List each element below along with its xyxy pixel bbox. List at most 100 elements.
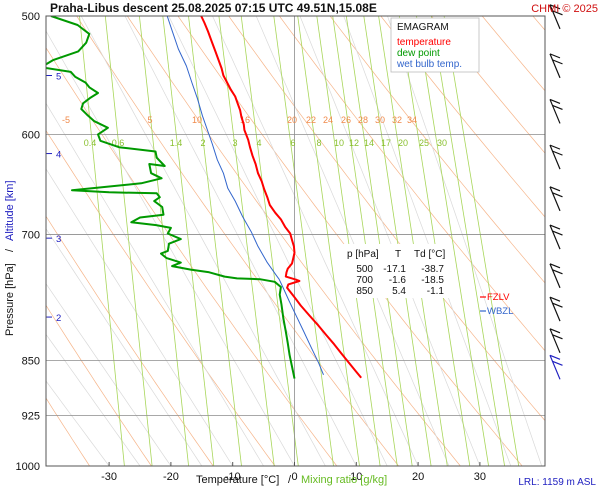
wind-barb [549, 98, 563, 124]
pressure-tick-label: 925 [22, 410, 40, 422]
fzlv-label: FZLV [487, 292, 510, 303]
table-cell: 700 [356, 275, 373, 286]
mixing-ratio-label: 17 [381, 138, 391, 148]
wind-barb-feather [552, 302, 563, 308]
wind-barb-feather [549, 296, 561, 302]
dry-adiabat [46, 397, 90, 466]
wind-barb-feather [552, 10, 563, 16]
dry-adiabat-label: 10 [192, 115, 202, 125]
wind-barb [549, 4, 563, 30]
dry-adiabat-label: 24 [323, 115, 333, 125]
x-tick-label: -30 [101, 471, 117, 483]
credit-label: CHMI © 2025 [531, 3, 598, 15]
wind-barbs [549, 4, 563, 380]
mixing-ratio-label: 0.6 [112, 138, 125, 148]
altitude-tick-label: 4 [56, 150, 61, 161]
x-tick-label: -20 [163, 471, 179, 483]
dry-adiabat [279, 16, 545, 352]
pressure-tick-label: 1000 [16, 461, 40, 473]
mixing-ratio-label: 0.4 [84, 138, 97, 148]
isoline-labels: -5 5 10 16 20 22 24 26 28 30 32 340.4 0.6 1.4 2 3 4 6 8 10 1… [62, 115, 447, 148]
wind-barb-staff [549, 224, 561, 250]
moist-adiabat [124, 16, 357, 466]
mixing-ratio-label: 12 [349, 138, 359, 148]
table-cell: 850 [356, 286, 373, 297]
mixing-ratio-line [218, 16, 275, 466]
table-bg [342, 244, 450, 298]
wind-barb-feather [552, 192, 563, 198]
wind-barb-feather [549, 224, 561, 230]
mixing-ratio-label: 1.4 [170, 138, 183, 148]
altitude-tick-label: 5 [56, 72, 61, 83]
dry-adiabat-label: 20 [287, 115, 297, 125]
mixing-ratio-line [332, 16, 398, 466]
wind-barb-feather [549, 186, 561, 192]
wind-barb-feather [552, 150, 563, 156]
moist-adiabat [387, 16, 543, 466]
y-axis-label-altitude: Altitude [km] [4, 180, 16, 241]
x-tick-label: 20 [412, 471, 424, 483]
moist-adiabat [46, 30, 295, 466]
mixing-ratio-line [297, 16, 360, 466]
wind-barb-feather [552, 104, 563, 111]
moist-adiabat [255, 16, 450, 466]
x-axis-label-separator: / [288, 474, 292, 486]
mixing-ratio-lines [79, 16, 520, 466]
wind-barb [549, 354, 563, 380]
pressure-tick-label: 500 [22, 11, 40, 23]
mixing-ratio-label: 2 [200, 138, 205, 148]
x-tick-label: -10 [225, 471, 241, 483]
dry-adiabat-lines [46, 16, 545, 466]
mixing-ratio-line [363, 16, 432, 466]
wind-barb [549, 224, 563, 250]
wind-barb-feather [549, 144, 561, 150]
wind-barb-staff [549, 186, 561, 212]
wind-barb [549, 263, 563, 289]
table-header-p: p [hPa] [347, 249, 379, 260]
pressure-tick-label: 850 [22, 355, 40, 367]
wind-barb [549, 53, 563, 79]
wind-barb-staff [549, 4, 561, 30]
dry-adiabat-label: 16 [240, 115, 250, 125]
mixing-ratio-label: 20 [398, 138, 408, 148]
wind-barb-staff [549, 296, 561, 322]
dry-adiabat-label: -5 [62, 115, 70, 125]
wind-barb-feather [549, 53, 561, 59]
chart-title: Praha-Libus descent 25.08.2025 07:15 UTC… [50, 1, 377, 15]
dry-adiabat [481, 16, 545, 92]
moist-adiabat [46, 380, 110, 466]
mixing-ratio-label: 10 [334, 138, 344, 148]
dry-adiabat-label: 32 [392, 115, 402, 125]
wind-barb-staff [549, 53, 561, 79]
moist-adiabat-lines [46, 16, 543, 466]
mixing-ratio-line [104, 16, 153, 466]
mixing-ratio-line [398, 16, 471, 466]
wbzl-label: WBZL [487, 306, 513, 317]
dry-adiabat-label: 28 [358, 115, 368, 125]
dry-adiabat-label: 26 [341, 115, 351, 125]
mixing-ratio-line [430, 16, 505, 466]
wind-barb-feather [549, 354, 561, 360]
mixing-ratio-label: 6 [290, 138, 295, 148]
wind-barb-staff [549, 355, 561, 380]
series-line-temperature [200, 16, 362, 379]
mixing-ratio-label: 4 [256, 138, 261, 148]
mixing-ratio-line [139, 16, 189, 466]
dry-adiabat [532, 16, 545, 31]
legend: EMAGRAM temperature dew point wet bulb t… [390, 17, 480, 73]
mixing-ratio-label: 3 [232, 138, 237, 148]
pressure-tick-label: 600 [22, 129, 40, 141]
x-tick-label: 10 [350, 471, 362, 483]
moist-adiabat [46, 102, 264, 466]
table-header-t: T [395, 249, 401, 260]
dry-adiabat [127, 16, 461, 466]
wind-barb-staff [549, 99, 561, 124]
altitude-tick-label: 2 [56, 313, 61, 324]
legend-box [390, 17, 480, 73]
level-table: p [hPa] T Td [°C] 500 -17.1 -38.7 700 -1… [342, 244, 450, 298]
moist-adiabat [46, 228, 203, 466]
dry-adiabat-label: 30 [375, 115, 385, 125]
series-line-wet-bulb-temp [166, 16, 324, 375]
mixing-ratio-line [443, 16, 520, 466]
